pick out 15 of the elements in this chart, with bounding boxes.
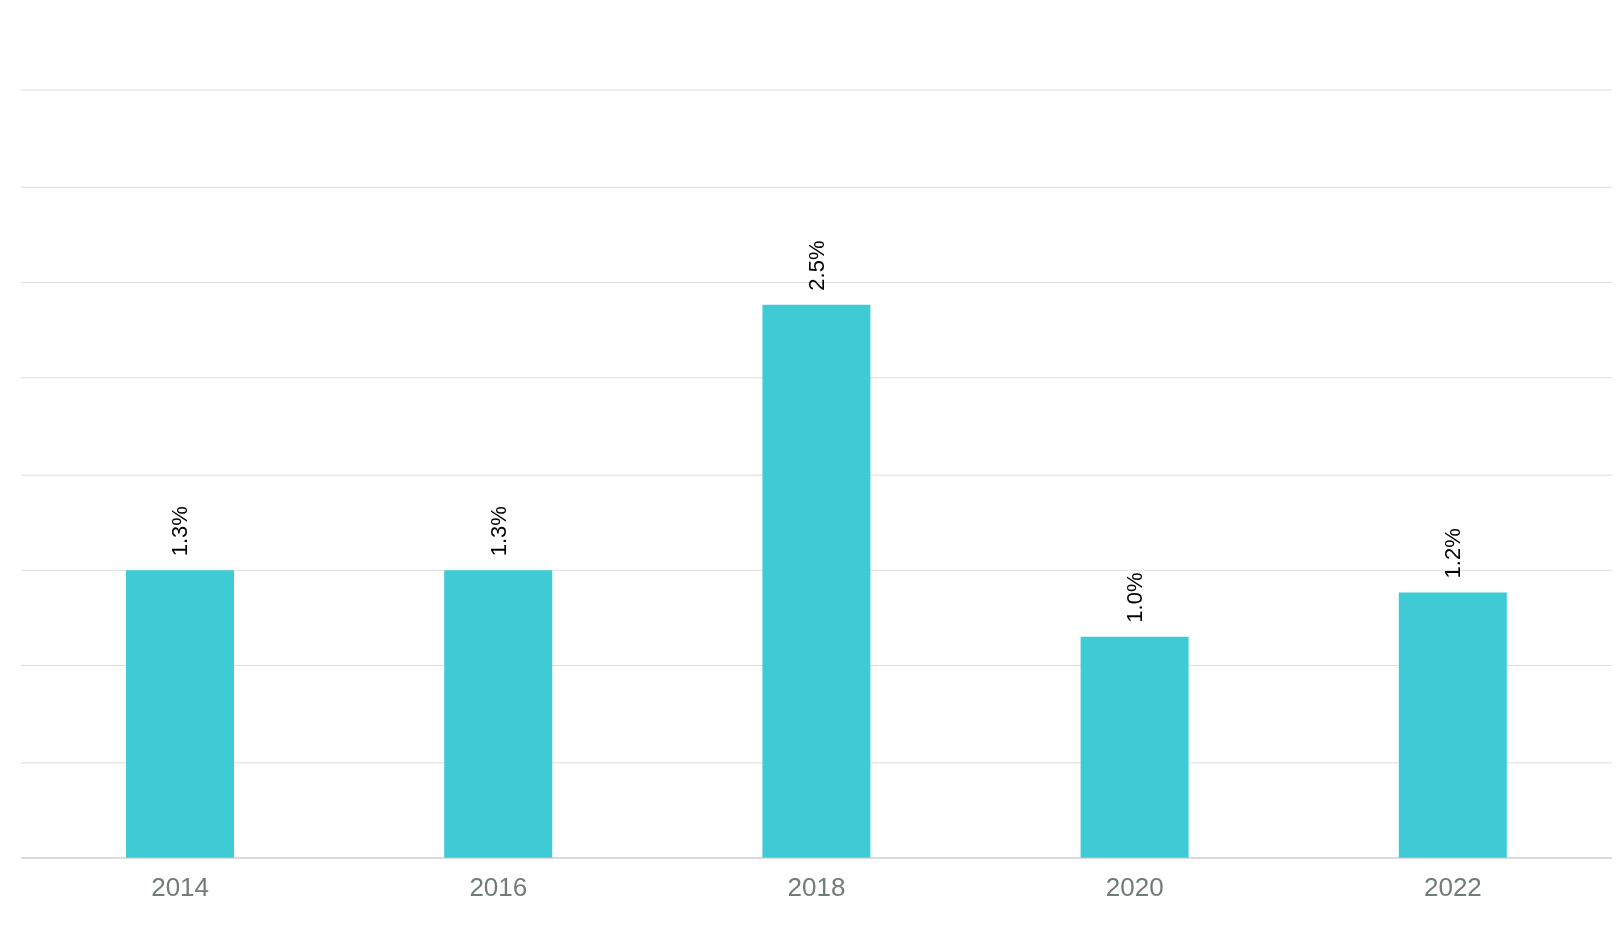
data-label: 2.5% — [803, 240, 829, 291]
bar — [1398, 592, 1507, 858]
data-label: 1.2% — [1440, 528, 1466, 579]
x-tick-label: 2022 — [1423, 872, 1482, 903]
x-tick-label: 2020 — [1105, 872, 1164, 903]
x-tick-label: 2016 — [469, 872, 528, 903]
x-tick-label: 2018 — [787, 872, 846, 903]
bar — [1080, 636, 1189, 858]
x-tick-label: 2014 — [151, 872, 210, 903]
data-label: 1.3% — [167, 506, 193, 557]
bar — [762, 304, 871, 858]
bar — [126, 570, 235, 858]
data-label: 1.3% — [485, 506, 511, 557]
data-label: 1.0% — [1122, 572, 1148, 623]
bar — [444, 570, 553, 858]
